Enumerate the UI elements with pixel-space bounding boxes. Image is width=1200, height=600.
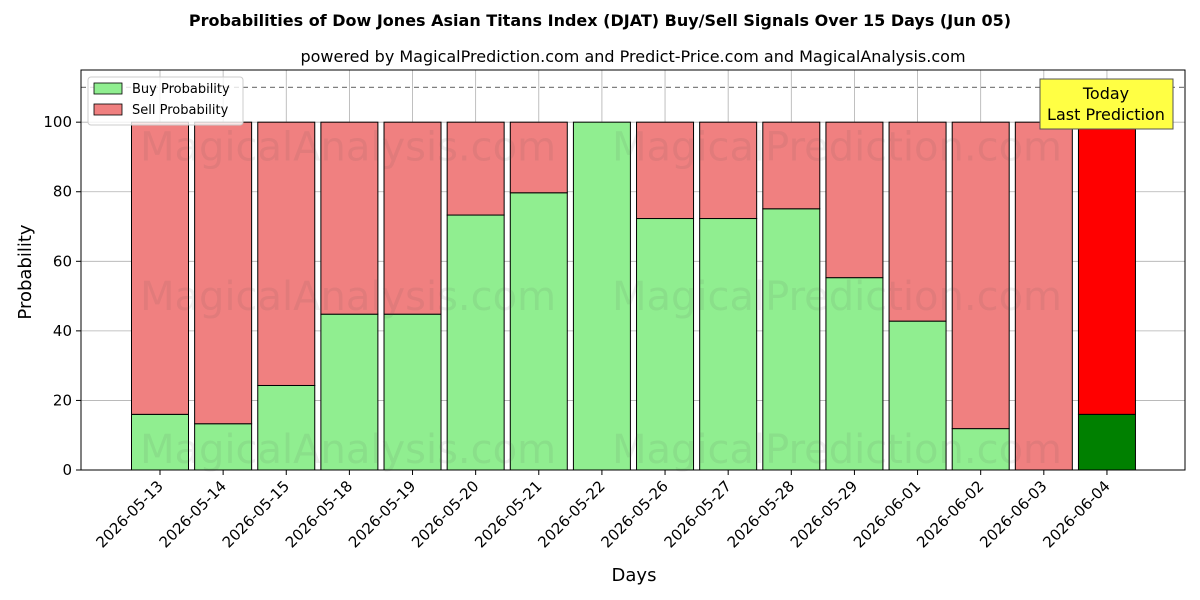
bar-sell-2026-06-04: [1077, 121, 1136, 415]
y-tick-label: 80: [53, 183, 72, 201]
bar-buy-2026-06-01: [888, 320, 947, 471]
y-tick-label: 60: [53, 252, 72, 270]
x-tick-label: 2026-06-04: [1039, 477, 1113, 551]
y-tick-label: 40: [53, 322, 72, 340]
legend-sell-swatch: [93, 103, 123, 116]
legend-frame: [87, 76, 244, 126]
bar-buy-2026-05-19: [383, 313, 442, 471]
bar-buy-2026-05-29: [825, 277, 884, 471]
watermarks: MagicalAnalysis.com MagicalPrediction.com…: [140, 125, 1062, 474]
bar-buy-2026-05-15: [257, 384, 316, 471]
bars: [131, 121, 1136, 471]
watermark-text: MagicalPrediction.com: [612, 125, 1062, 171]
y-tick-label: 0: [62, 461, 72, 479]
x-tick-label: 2026-05-29: [787, 477, 861, 551]
y-tick-label: 20: [53, 391, 72, 409]
plot-frame: [80, 69, 1186, 471]
legend-buy-label: Buy Probability: [132, 82, 230, 97]
bar-sell-2026-05-13: [131, 121, 189, 415]
bar-sell-2026-05-27: [699, 121, 758, 220]
x-tick-label: 2026-05-21: [471, 477, 545, 551]
x-tick-label: 2026-05-26: [597, 477, 671, 551]
watermark-text: MagicalAnalysis.com: [140, 274, 556, 320]
x-axis-ticks: 2026-05-132026-05-142026-05-152026-05-18…: [92, 470, 1114, 551]
bar-sell-2026-05-26: [636, 121, 695, 220]
bar-sell-2026-05-19: [383, 121, 442, 315]
chart-title: Probabilities of Dow Jones Asian Titans …: [189, 11, 1011, 30]
x-tick-label: 2026-05-15: [219, 477, 293, 551]
legend: Buy Probability Sell Probability: [87, 76, 244, 126]
x-tick-label: 2026-05-28: [724, 477, 798, 551]
annotation-box: [1039, 78, 1174, 130]
bar-buy-2026-05-21: [509, 192, 568, 471]
bar-buy-2026-05-28: [762, 208, 821, 471]
watermark-text: MagicalAnalysis.com: [140, 125, 556, 171]
y-axis-label: Probability: [15, 224, 36, 319]
y-tick-label: 100: [43, 113, 72, 131]
x-tick-label: 2026-05-22: [534, 477, 608, 551]
bar-buy-2026-05-14: [194, 423, 253, 471]
chart-subtitle: powered by MagicalPrediction.com and Pre…: [300, 47, 965, 66]
annotation-line-1: Today: [1082, 84, 1129, 103]
bar-sell-2026-06-03: [1014, 121, 1073, 471]
watermark-text: MagicalAnalysis.com: [140, 427, 556, 473]
bar-sell-2026-05-15: [257, 121, 316, 386]
bar-sell-2026-05-20: [446, 121, 505, 216]
bar-sell-2026-05-28: [762, 121, 821, 210]
bar-sell-2026-05-18: [320, 121, 379, 315]
bar-buy-2026-05-26: [636, 218, 695, 471]
legend-buy-swatch: [93, 82, 123, 95]
legend-sell-label: Sell Probability: [132, 103, 229, 118]
bar-sell-2026-06-01: [888, 121, 947, 322]
bar-buy-2026-06-02: [951, 428, 1010, 471]
bar-buy-2026-05-27: [699, 218, 758, 471]
bar-buy-2026-05-18: [320, 313, 379, 471]
x-tick-label: 2026-05-27: [661, 477, 735, 551]
watermark-text: MagicalPrediction.com: [612, 427, 1062, 473]
x-tick-label: 2026-06-02: [913, 477, 987, 551]
x-tick-label: 2026-05-13: [92, 477, 166, 551]
x-axis-label: Days: [612, 565, 657, 586]
x-tick-label: 2026-05-14: [156, 477, 230, 551]
x-tick-label: 2026-05-18: [282, 477, 356, 551]
x-tick-label: 2026-06-03: [976, 477, 1050, 551]
x-tick-label: 2026-06-01: [850, 477, 924, 551]
x-tick-label: 2026-05-20: [408, 477, 482, 551]
bar-sell-2026-06-02: [951, 121, 1010, 430]
bar-buy-2026-05-22: [572, 121, 631, 471]
bar-sell-2026-05-21: [509, 121, 568, 194]
bar-sell-2026-05-29: [825, 121, 884, 279]
today-annotation: Today Last Prediction: [1039, 78, 1174, 130]
bar-buy-2026-06-04: [1077, 413, 1136, 471]
y-axis-ticks: 0 20 40 60 80 100: [43, 113, 81, 479]
watermark-text: MagicalPrediction.com: [612, 274, 1062, 320]
bar-buy-2026-05-20: [446, 214, 505, 471]
x-tick-label: 2026-05-19: [345, 477, 419, 551]
annotation-line-2: Last Prediction: [1047, 105, 1165, 124]
